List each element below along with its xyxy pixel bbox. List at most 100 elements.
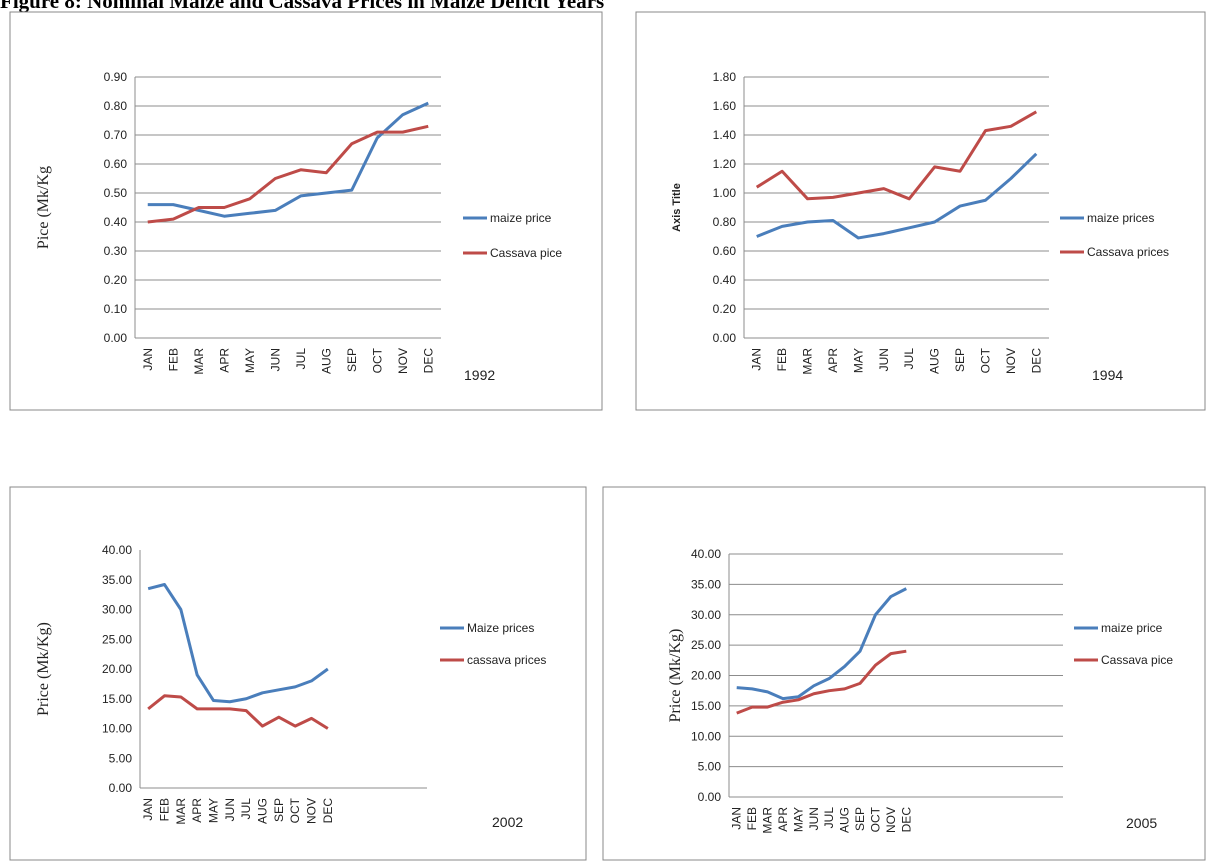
y-axis-label: Price (Mk/Kg)	[667, 629, 684, 723]
y-tick-label: 0.00	[109, 781, 133, 795]
y-tick-label: 0.90	[104, 70, 128, 84]
legend-label: maize price	[490, 211, 552, 225]
y-tick-label: 1.20	[713, 157, 737, 171]
y-tick-label: 1.80	[713, 70, 737, 84]
x-tick-label: DEC	[1029, 348, 1043, 374]
panel-frame	[9, 486, 587, 861]
y-tick-label: 40.00	[691, 547, 721, 561]
x-tick-label: JAN	[730, 807, 744, 830]
series-line	[147, 101, 429, 218]
y-tick-label: 1.60	[713, 99, 737, 113]
series-line	[756, 152, 1038, 240]
y-tick-label: 25.00	[691, 638, 721, 652]
y-tick-label: 0.10	[104, 302, 128, 316]
y-tick-label: 10.00	[691, 729, 721, 743]
legend-label: Cassava pice	[490, 246, 562, 260]
x-tick-label: MAY	[207, 798, 221, 823]
y-axis-label: Pice (Mk/Kg	[35, 166, 52, 249]
x-tick-label: OCT	[978, 347, 992, 373]
legend-label: cassava prices	[467, 653, 546, 667]
legend-label: maize prices	[1087, 211, 1154, 225]
legend-label: Maize prices	[467, 621, 534, 635]
y-tick-label: 0.30	[104, 244, 128, 258]
x-tick-label: MAY	[851, 348, 865, 373]
x-tick-label: MAR	[801, 348, 815, 375]
x-tick-label: DEC	[899, 807, 913, 833]
x-tick-label: JUL	[239, 798, 253, 820]
x-tick-label: JAN	[750, 348, 764, 371]
x-tick-label: FEB	[745, 807, 759, 830]
x-tick-label: NOV	[305, 798, 319, 824]
x-tick-label: SEP	[272, 798, 286, 822]
panel-frame	[635, 11, 1206, 411]
y-tick-label: 15.00	[691, 699, 721, 713]
x-tick-label: JUL	[822, 807, 836, 829]
x-tick-label: APR	[217, 348, 231, 373]
legend-label: Cassava pice	[1101, 653, 1173, 667]
x-tick-label: AUG	[256, 798, 270, 824]
figure-title: Figure 8: Nominal Maize and Cassava Pric…	[0, 0, 604, 13]
x-tick-label: APR	[190, 798, 204, 823]
y-tick-label: 0.60	[713, 244, 737, 258]
series-line	[147, 583, 329, 704]
year-label: 2002	[492, 814, 523, 830]
y-tick-label: 20.00	[691, 669, 721, 683]
x-tick-label: NOV	[884, 807, 898, 833]
y-tick-label: 0.80	[104, 99, 128, 113]
y-tick-label: 35.00	[691, 577, 721, 591]
y-tick-label: 15.00	[102, 692, 132, 706]
y-tick-label: 40.00	[102, 543, 132, 557]
y-tick-label: 30.00	[691, 608, 721, 622]
y-tick-label: 0.70	[104, 128, 128, 142]
x-tick-label: JUN	[268, 348, 282, 371]
x-tick-label: FEB	[158, 798, 172, 821]
x-tick-label: JAN	[141, 798, 155, 821]
x-tick-label: JUL	[902, 348, 916, 370]
x-tick-label: MAY	[791, 807, 805, 832]
y-tick-label: 25.00	[102, 632, 132, 646]
y-tick-label: 10.00	[102, 722, 132, 736]
y-tick-label: 1.40	[713, 128, 737, 142]
x-tick-label: OCT	[868, 806, 882, 832]
x-tick-label: DEC	[321, 798, 335, 824]
y-axis-label: Axis Title	[671, 183, 683, 232]
x-tick-label: APR	[826, 348, 840, 373]
year-label: 2005	[1126, 815, 1157, 831]
x-tick-label: MAR	[761, 807, 775, 834]
x-tick-label: DEC	[421, 348, 435, 374]
x-tick-label: FEB	[166, 348, 180, 371]
y-tick-label: 20.00	[102, 662, 132, 676]
series-line	[736, 587, 907, 701]
series-line	[755, 110, 1038, 201]
y-tick-label: 0.00	[713, 331, 737, 345]
x-tick-label: AUG	[319, 348, 333, 374]
x-tick-label: SEP	[953, 348, 967, 372]
x-tick-label: JUN	[807, 807, 821, 830]
x-tick-label: APR	[776, 807, 790, 832]
x-tick-label: JUL	[294, 348, 308, 370]
x-tick-label: JUN	[877, 348, 891, 371]
x-tick-label: SEP	[853, 807, 867, 831]
x-tick-label: SEP	[345, 348, 359, 372]
x-tick-label: AUG	[838, 807, 852, 833]
y-tick-label: 1.00	[713, 186, 737, 200]
year-label: 1992	[464, 367, 495, 383]
series-line	[147, 124, 429, 224]
y-axis-label: Price (Mk/Kg)	[35, 622, 52, 716]
y-tick-label: 0.00	[104, 331, 128, 345]
x-tick-label: OCT	[288, 797, 302, 823]
x-tick-label: MAY	[243, 348, 257, 373]
series-line	[736, 649, 907, 715]
x-tick-label: NOV	[1004, 348, 1018, 374]
x-tick-label: JAN	[141, 348, 155, 371]
y-tick-label: 0.40	[713, 273, 737, 287]
legend-label: Cassava prices	[1087, 245, 1169, 259]
y-tick-label: 0.00	[698, 790, 722, 804]
y-tick-label: 0.20	[713, 302, 737, 316]
y-tick-label: 35.00	[102, 573, 132, 587]
x-tick-label: AUG	[928, 348, 942, 374]
y-tick-label: 0.50	[104, 186, 128, 200]
y-tick-label: 0.20	[104, 273, 128, 287]
series-line	[147, 694, 329, 730]
